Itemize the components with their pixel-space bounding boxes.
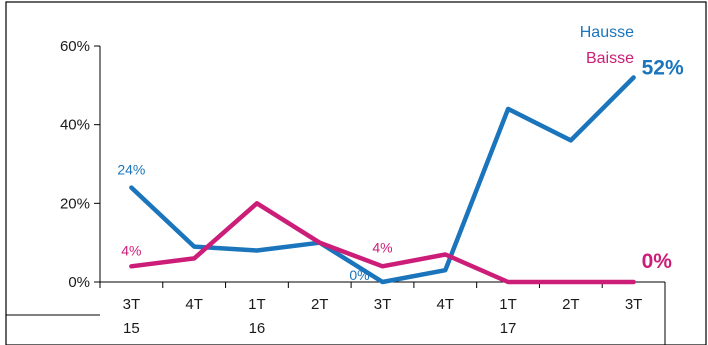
x-tick-label: 4T xyxy=(437,296,455,313)
y-tick-label: 40% xyxy=(60,117,90,134)
data-label: 52% xyxy=(642,56,684,79)
y-tick-label: 0% xyxy=(68,274,90,291)
data-label: 0% xyxy=(642,250,673,273)
y-axis-ticks: 0% 20% 40% 60% xyxy=(60,38,100,291)
series-line-baisse xyxy=(129,201,636,285)
legend-item-baisse: Baisse xyxy=(586,50,634,67)
x-tick-label: 2T xyxy=(562,296,580,313)
x-tick-label: 15 xyxy=(123,320,140,337)
data-label: 24% xyxy=(117,162,145,178)
x-tick-label: 16 xyxy=(249,320,266,337)
data-labels: 24%0%52%4% 4%0% xyxy=(117,56,684,283)
legend-item-hausse: Hausse xyxy=(580,24,634,41)
x-tick-label: 3T xyxy=(123,296,141,313)
y-tick-label: 20% xyxy=(60,195,90,212)
x-tick-label: 1T xyxy=(499,296,517,313)
data-label: 0% xyxy=(349,267,369,283)
data-label: 4% xyxy=(372,239,392,255)
x-tick-label: 3T xyxy=(625,296,643,313)
x-tick-label: 2T xyxy=(311,296,329,313)
x-tick-label: 17 xyxy=(500,320,517,337)
data-label: 4% xyxy=(121,242,141,258)
series-lines xyxy=(129,75,636,285)
x-tick-label: 1T xyxy=(248,296,266,313)
x-tick-label: 4T xyxy=(185,296,203,313)
chart-frame xyxy=(5,1,707,345)
x-axis-ticks: 3T 15 4T 1T 16 2T 3T 4T 1T 17 2T 3T xyxy=(99,282,666,337)
series-line-hausse xyxy=(129,75,636,285)
y-tick-label: 60% xyxy=(60,38,90,55)
x-tick-label: 3T xyxy=(374,296,392,313)
legend: Hausse Baisse xyxy=(580,24,634,67)
